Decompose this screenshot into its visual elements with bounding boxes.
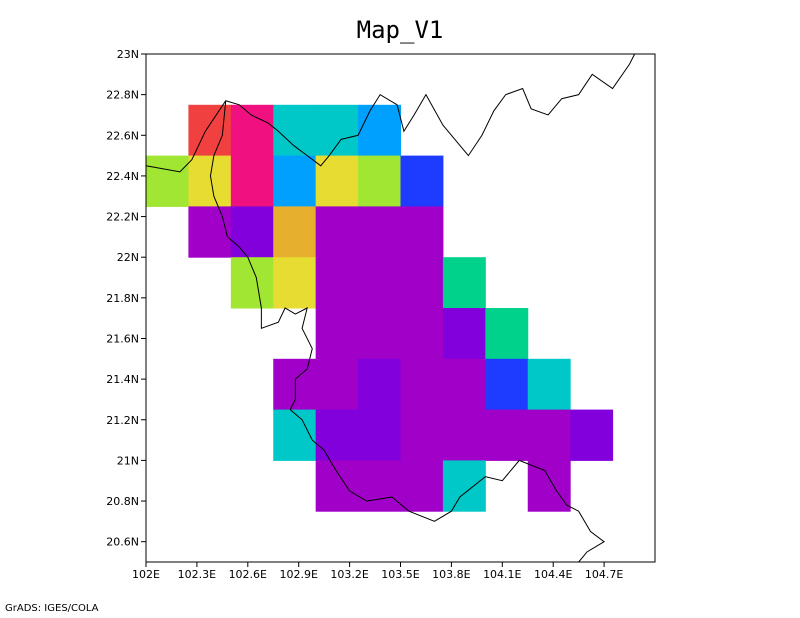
y-tick-label: 20.6N bbox=[106, 536, 139, 549]
grid-cell bbox=[358, 409, 401, 461]
grid-cell bbox=[400, 460, 444, 512]
x-tick-label: 102E bbox=[132, 568, 160, 581]
x-tick-label: 103.8E bbox=[432, 568, 470, 581]
grid-cell bbox=[442, 358, 486, 411]
x-tick-label: 103.5E bbox=[381, 568, 419, 581]
map-title: Map_V1 bbox=[356, 16, 444, 44]
grid-cell bbox=[315, 409, 359, 461]
grid-cell bbox=[400, 155, 444, 207]
grid-cell bbox=[442, 409, 486, 461]
grid-cell bbox=[273, 104, 317, 157]
y-tick-label: 21.4N bbox=[106, 373, 139, 386]
grid-cell bbox=[442, 460, 486, 512]
grid-cell bbox=[485, 409, 529, 461]
grid-cell bbox=[358, 308, 401, 360]
x-tick-label: 104.4E bbox=[534, 568, 572, 581]
grid-cell bbox=[358, 358, 401, 411]
grid-cell bbox=[400, 308, 444, 360]
grid-cell bbox=[230, 257, 274, 309]
x-axis-ticks: 102E 102.3E 102.6E 102.9E 103.2E 103.5E 103.8E… bbox=[132, 562, 623, 581]
y-tick-label: 22.6N bbox=[106, 129, 139, 142]
grid-cell bbox=[527, 358, 571, 411]
grid-cell bbox=[400, 206, 444, 258]
x-tick-label: 104.7E bbox=[585, 568, 623, 581]
x-tick-label: 103.2E bbox=[330, 568, 368, 581]
grid-cell bbox=[527, 460, 571, 512]
grid-cell bbox=[273, 409, 317, 461]
grid-cell bbox=[315, 155, 359, 207]
credit-text: GrADS: IGES/COLA bbox=[5, 603, 99, 614]
grid-cell bbox=[315, 257, 359, 309]
grid-cell bbox=[188, 206, 232, 258]
grid-cell bbox=[485, 358, 529, 411]
grid-cell bbox=[273, 257, 317, 309]
grid-cell bbox=[442, 257, 486, 309]
grid-cell bbox=[315, 460, 359, 512]
grid-cell bbox=[358, 155, 401, 207]
grid-cell bbox=[230, 104, 274, 157]
grid-cell bbox=[315, 358, 359, 411]
y-tick-label: 21.6N bbox=[106, 332, 139, 345]
grid-cell bbox=[315, 308, 359, 360]
grid-cell bbox=[146, 155, 189, 207]
grid-cell bbox=[442, 308, 486, 360]
grid-cell bbox=[273, 206, 317, 258]
y-axis-ticks: 23N 22.8N 22.6N 22.4N 22.2N 22N 21.8N 21.6N 21.4… bbox=[106, 48, 146, 549]
grid-cell bbox=[230, 155, 274, 207]
x-tick-label: 104.1E bbox=[483, 568, 521, 581]
x-tick-label: 102.3E bbox=[178, 568, 216, 581]
grid-cell bbox=[400, 358, 444, 411]
data-cells-layer bbox=[146, 104, 614, 512]
grid-cell bbox=[570, 409, 614, 461]
y-tick-label: 22N bbox=[117, 251, 139, 264]
grid-cell bbox=[315, 206, 359, 258]
grid-cell bbox=[358, 206, 401, 258]
grid-cell bbox=[485, 308, 529, 360]
grid-cell bbox=[358, 257, 401, 309]
y-tick-label: 22.8N bbox=[106, 89, 139, 102]
x-tick-label: 102.9E bbox=[279, 568, 317, 581]
grid-cell bbox=[358, 104, 401, 157]
y-tick-label: 22.4N bbox=[106, 170, 139, 183]
border-line bbox=[145, 53, 636, 173]
country-borders-layer bbox=[145, 53, 636, 563]
y-tick-label: 22.2N bbox=[106, 211, 139, 224]
grid-cell bbox=[230, 206, 274, 258]
grid-cell bbox=[315, 104, 359, 157]
grid-cell bbox=[188, 155, 232, 207]
grid-cell bbox=[400, 409, 444, 461]
x-tick-label: 102.6E bbox=[229, 568, 267, 581]
grid-cell bbox=[527, 409, 571, 461]
y-tick-label: 21.2N bbox=[106, 414, 139, 427]
grid-cell bbox=[273, 358, 317, 411]
grid-cell bbox=[400, 257, 444, 309]
border-line bbox=[209, 100, 605, 563]
grid-cell bbox=[358, 460, 401, 512]
y-tick-label: 21.8N bbox=[106, 292, 139, 305]
y-tick-label: 21N bbox=[117, 454, 139, 467]
y-tick-label: 20.8N bbox=[106, 495, 139, 508]
grid-cell bbox=[273, 155, 317, 207]
y-tick-label: 23N bbox=[117, 48, 139, 61]
